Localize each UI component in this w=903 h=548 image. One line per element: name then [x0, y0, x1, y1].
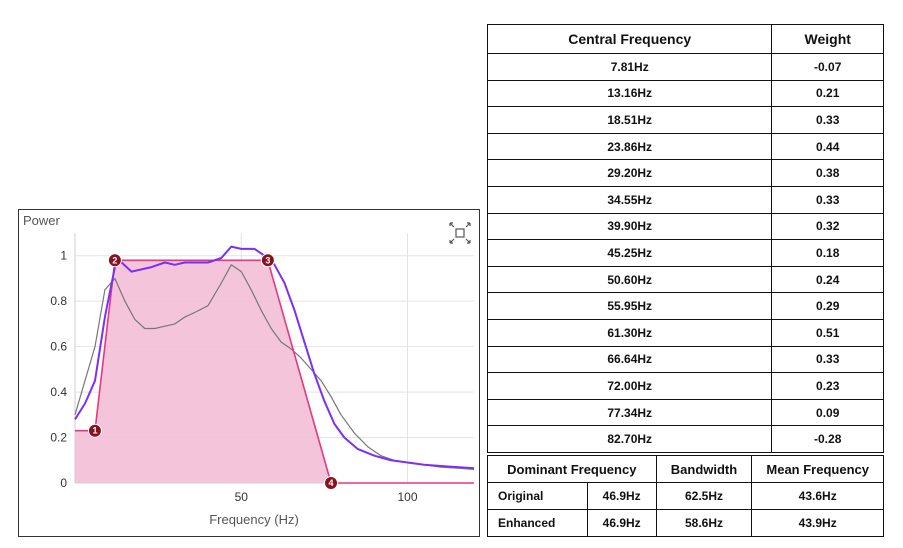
table-row: Enhanced 46.9Hz 58.6Hz 43.9Hz: [487, 509, 884, 537]
series-line-original: [74, 264, 475, 470]
col-weight: Weight: [771, 24, 884, 54]
x-axis-title: Frequency (Hz): [209, 512, 299, 527]
table-row: 77.34Hz 0.09: [486, 398, 884, 427]
table-row: 29.20Hz 0.38: [486, 159, 884, 187]
central-frequency-cell: 61.30Hz: [486, 318, 773, 347]
y-tick-label: 1: [60, 249, 67, 263]
filter-marker: 3: [260, 253, 275, 268]
marker-label: 2: [112, 255, 117, 265]
weight-cell: 0.33: [771, 185, 884, 214]
weight-cell: -0.28: [771, 425, 884, 453]
weights-header-row: Central Frequency Weight: [486, 24, 884, 54]
row-label-cell: Original: [487, 482, 588, 510]
central-frequency-cell: 29.20Hz: [486, 159, 773, 187]
y-axis-title: Power: [23, 213, 61, 228]
marker-dot: [260, 253, 275, 268]
table-row: 55.95Hz 0.29: [486, 292, 884, 320]
table-row: 18.51Hz 0.33: [486, 106, 884, 134]
power-spectrum-chart: 1 2 3 4 0 0.2 0.4 0.6 0.8 1 50 100 Power Frequency…: [18, 209, 480, 537]
dominant-frequency-cell: 46.9Hz: [586, 509, 657, 537]
x-tick-label: 100: [397, 490, 417, 504]
weight-cell: 0.18: [771, 239, 884, 267]
y-tick-label: 0.6: [50, 340, 67, 354]
weight-cell: 0.21: [771, 79, 884, 108]
central-frequency-cell: 13.16Hz: [486, 79, 773, 108]
central-frequency-cell: 50.60Hz: [486, 265, 773, 294]
weight-cell: 0.23: [771, 372, 884, 400]
central-frequency-cell: 23.86Hz: [486, 132, 773, 161]
weight-cell: 0.29: [771, 292, 884, 320]
central-frequency-cell: 39.90Hz: [486, 212, 773, 241]
table-row: 72.00Hz 0.23: [486, 372, 884, 400]
table-row: 13.16Hz 0.21: [486, 79, 884, 108]
table-row: 61.30Hz 0.51: [486, 318, 884, 347]
table-row: 66.64Hz 0.33: [486, 345, 884, 374]
bandwidth-cell: 58.6Hz: [655, 509, 753, 537]
central-frequency-cell: 45.25Hz: [486, 239, 773, 267]
row-label-cell: Enhanced: [487, 509, 588, 537]
central-frequency-cell: 34.55Hz: [486, 185, 773, 214]
weight-cell: 0.44: [771, 132, 884, 161]
central-frequency-cell: 77.34Hz: [486, 398, 773, 427]
filter-marker: 4: [324, 476, 339, 490]
stats-table: Dominant Frequency Bandwidth Mean Freque…: [487, 455, 884, 537]
col-bandwidth: Bandwidth: [655, 455, 753, 483]
table-row: 23.86Hz 0.44: [486, 132, 884, 161]
weight-cell: 0.09: [771, 398, 884, 427]
weight-cell: 0.33: [771, 345, 884, 374]
y-tick-label: 0.2: [50, 431, 67, 445]
weight-cell: 0.24: [771, 265, 884, 294]
filter-marker: 1: [87, 423, 102, 438]
y-tick-label: 0: [60, 476, 67, 490]
marker-label: 3: [265, 255, 270, 265]
col-mean-frequency: Mean Frequency: [751, 455, 884, 483]
table-row: 7.81Hz -0.07: [486, 53, 884, 81]
table-row: 45.25Hz 0.18: [486, 239, 884, 267]
x-tick-label: 50: [235, 490, 249, 504]
chart-svg: 1 2 3 4 0 0.2 0.4 0.6 0.8 1 50 100 Power Frequency…: [23, 213, 475, 527]
stats-header-row: Dominant Frequency Bandwidth Mean Freque…: [487, 455, 884, 483]
weight-cell: -0.07: [771, 53, 884, 81]
series-layer: [74, 245, 475, 484]
table-row: Original 46.9Hz 62.5Hz 43.6Hz: [487, 482, 884, 510]
series-area-filter: [75, 260, 474, 483]
weight-cell: 0.32: [771, 212, 884, 241]
central-frequency-cell: 18.51Hz: [486, 106, 773, 134]
mean-frequency-cell: 43.9Hz: [751, 509, 884, 537]
dominant-frequency-cell: 46.9Hz: [586, 482, 657, 510]
table-row: 34.55Hz 0.33: [486, 185, 884, 214]
weight-cell: 0.51: [771, 318, 884, 347]
table-row: 39.90Hz 0.32: [486, 212, 884, 241]
mean-frequency-cell: 43.6Hz: [751, 482, 884, 510]
col-dominant-frequency: Dominant Frequency: [487, 455, 657, 483]
label-layer: 0 0.2 0.4 0.6 0.8 1 50 100: [50, 249, 418, 504]
y-tick-label: 0.4: [50, 385, 67, 399]
filter-marker: 2: [107, 253, 122, 268]
central-frequency-cell: 55.95Hz: [486, 292, 773, 320]
weights-table: Central Frequency Weight 7.81Hz -0.07 13.1…: [486, 24, 884, 453]
marker-dot: [324, 476, 339, 490]
col-central-frequency: Central Frequency: [486, 24, 773, 54]
central-frequency-cell: 72.00Hz: [486, 372, 773, 400]
weight-cell: 0.33: [771, 106, 884, 134]
bandwidth-cell: 62.5Hz: [655, 482, 753, 510]
y-tick-label: 0.8: [50, 294, 67, 308]
marker-layer: 1 2 3 4: [87, 253, 339, 490]
weight-cell: 0.38: [771, 159, 884, 187]
table-row: 50.60Hz 0.24: [486, 265, 884, 294]
marker-label: 1: [92, 426, 97, 436]
marker-dot: [87, 423, 102, 438]
central-frequency-cell: 66.64Hz: [486, 345, 773, 374]
table-row: 82.70Hz -0.28: [486, 425, 884, 453]
marker-dot: [107, 253, 122, 268]
central-frequency-cell: 7.81Hz: [486, 53, 773, 81]
series-line-enhanced: [74, 245, 475, 470]
fullscreen-icon[interactable]: [449, 222, 471, 244]
central-frequency-cell: 82.70Hz: [486, 425, 773, 453]
marker-label: 4: [329, 478, 334, 488]
